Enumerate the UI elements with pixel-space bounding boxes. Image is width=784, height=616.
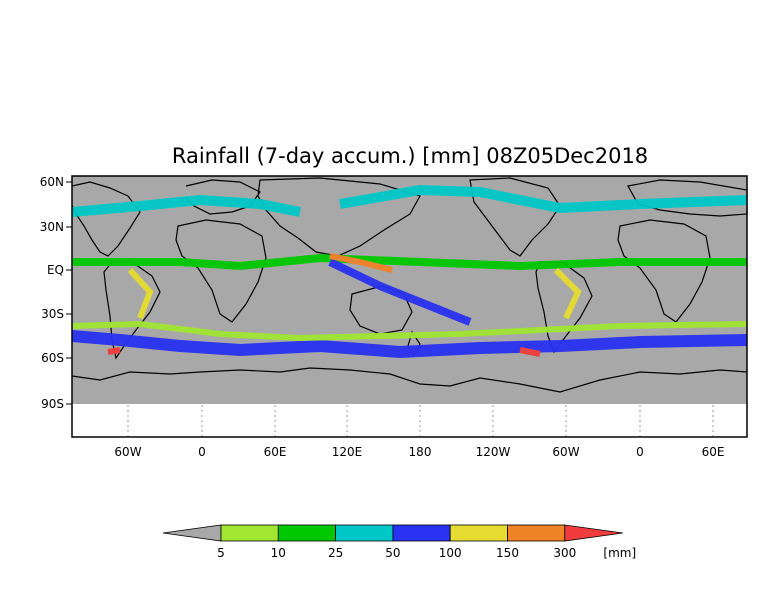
africa [175, 219, 267, 323]
lat-label-30n: 30N [40, 220, 64, 234]
rain-band-amazon-right [553, 267, 582, 320]
lat-label-30s: 30S [41, 307, 64, 321]
north-america-right [469, 177, 561, 257]
rainfall-bands [71, 184, 748, 359]
legend-label-1: 5 [217, 546, 225, 560]
rain-band-amazon [127, 267, 154, 320]
legend-label-4: 50 [385, 546, 400, 560]
legend-label-3: 25 [328, 546, 343, 560]
lon-label-60e: 60E [264, 445, 287, 459]
north-america-left [71, 181, 141, 257]
antarctica-coastline [71, 367, 748, 393]
legend-swatch-3 [335, 524, 394, 542]
asia [257, 177, 421, 257]
lon-label-60w: 60W [114, 445, 141, 459]
legend-label-7: 300 [553, 546, 576, 560]
legend-label-5: 100 [439, 546, 462, 560]
map-panel [71, 175, 748, 438]
map-title: Rainfall (7-day accum.) [mm] 08Z05Dec201… [172, 144, 648, 168]
lat-label-60s: 60S [41, 351, 64, 365]
lon-label-0-2: 0 [636, 445, 644, 459]
latitude-axis: 60N 30N EQ 30S 60S 90S [40, 175, 72, 411]
lon-label-180: 180 [409, 445, 432, 459]
rain-band-northern-storm-track-1 [71, 194, 301, 217]
rain-band-northern-storm-track-2 [339, 184, 748, 214]
legend-swatch-5 [449, 524, 508, 542]
lon-label-60e-2: 60E [702, 445, 725, 459]
map-background [72, 176, 747, 404]
color-legend: 5 10 25 50 100 150 300 [mm] [162, 524, 636, 560]
lon-label-0: 0 [198, 445, 206, 459]
rain-band-southern-red-2 [519, 347, 541, 357]
rain-band-spcz [328, 258, 472, 326]
legend-label-2: 10 [271, 546, 286, 560]
rain-band-southern-storm-track [71, 330, 748, 359]
no-data-region [72, 404, 747, 437]
lon-label-120w: 120W [476, 445, 511, 459]
legend-unit: [mm] [603, 546, 636, 560]
map-border [71, 175, 748, 438]
legend-swatch-1 [220, 524, 279, 542]
legend-swatch-4 [392, 524, 451, 542]
rain-band-southern-green [71, 320, 748, 342]
lat-label-60n: 60N [40, 175, 64, 189]
rain-band-maritime-continent [329, 253, 393, 273]
meridian-dots [127, 405, 714, 436]
legend-swatch-2 [277, 524, 336, 542]
rain-band-southern-red [107, 347, 121, 355]
legend-swatch-7 [564, 524, 623, 542]
lon-label-120e: 120E [332, 445, 363, 459]
lat-label-eq: EQ [47, 263, 64, 277]
rain-band-itcz [72, 253, 747, 271]
lon-label-60w-2: 60W [552, 445, 579, 459]
longitude-axis: 60W 0 60E 120E 180 120W 60W 0 60E [114, 445, 724, 459]
legend-label-6: 150 [496, 546, 519, 560]
lat-label-90s: 90S [41, 397, 64, 411]
legend-swatch-6 [507, 524, 566, 542]
legend-swatch-0 [162, 524, 222, 542]
